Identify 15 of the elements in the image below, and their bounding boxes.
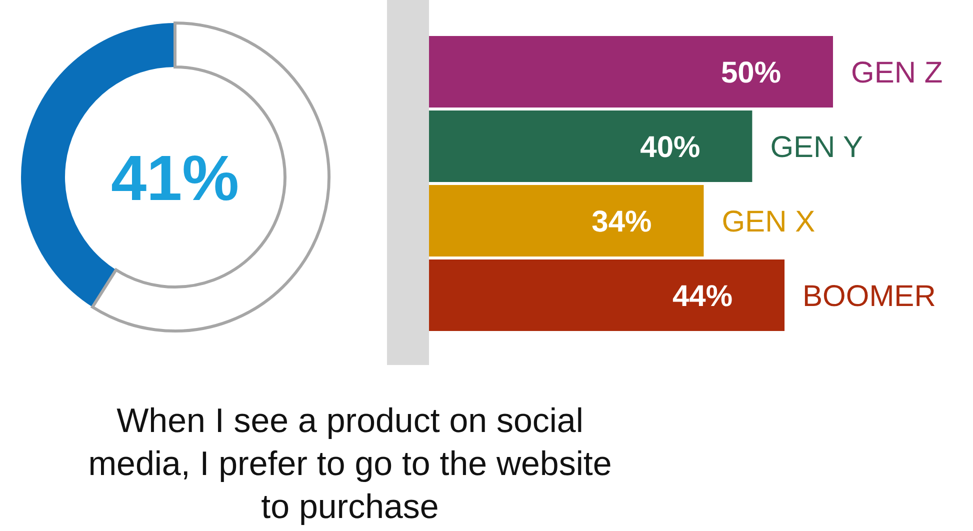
text: 41% <box>110 142 240 214</box>
bar <box>429 184 704 257</box>
bar <box>429 110 752 182</box>
data-label: 44% <box>672 280 733 314</box>
y-tick-label: GEN Y <box>770 131 864 164</box>
data-label: 50% <box>720 56 781 90</box>
data-label: 34% <box>592 206 652 239</box>
data-label: 40% <box>640 131 700 164</box>
y-tick-label: BOOMER <box>802 280 936 314</box>
bar <box>429 36 833 108</box>
y-tick-label: GEN Z <box>851 56 943 90</box>
bar <box>429 259 785 331</box>
y-tick-label: GEN X <box>722 206 816 239</box>
text: When I see a product on social media, I prefer to go to the website to purchase <box>88 402 612 526</box>
donut-slice <box>90 22 330 332</box>
